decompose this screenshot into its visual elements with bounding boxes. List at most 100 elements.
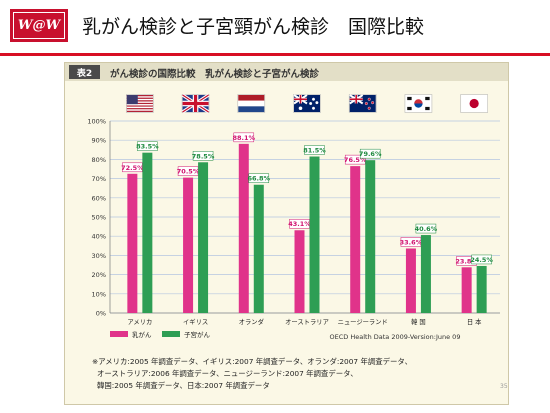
category-label: 韓 国 <box>411 317 426 326</box>
flag-part <box>126 102 153 105</box>
data-label: 24.5% <box>470 256 493 264</box>
data-label: 40.6% <box>415 225 438 233</box>
flag-part <box>425 96 430 101</box>
bar-breast <box>461 267 472 313</box>
bar-chart: 0% 10% 20% 30% 40% 50% 60% 70% 80% 90% 100% 72.5% 83… <box>87 93 500 390</box>
flag-star <box>311 97 315 101</box>
page-number: 35 <box>500 383 508 390</box>
legend-label: 乳がん <box>132 330 152 339</box>
nz-flag-icon <box>348 94 377 113</box>
flag-star <box>371 101 375 105</box>
bar-uterine <box>198 162 209 313</box>
bar-breast <box>183 177 194 313</box>
flag-star <box>364 102 368 106</box>
flag-border <box>237 94 266 113</box>
flag-border <box>460 94 488 113</box>
nl-flag-icon <box>237 94 266 113</box>
flag-star <box>311 106 315 110</box>
category-label: ニュージーランド <box>338 318 388 326</box>
flag-part <box>126 108 153 110</box>
bar-uterine <box>476 265 487 313</box>
flag-part <box>126 110 153 112</box>
us-flag-icon <box>126 94 154 113</box>
flag-star <box>315 101 319 105</box>
y-tick-label: 30% <box>92 252 106 260</box>
uk-flag-icon <box>181 93 210 114</box>
logo-text: W@W <box>13 12 65 39</box>
legend-label: 子宮がん <box>184 330 211 339</box>
flag-part <box>425 106 430 111</box>
flag-part <box>414 103 423 108</box>
flag-part <box>407 96 412 101</box>
y-tick-label: 70% <box>92 175 106 183</box>
flag-border <box>293 94 321 113</box>
flag-star <box>309 102 313 106</box>
y-tick-label: 90% <box>92 137 106 145</box>
data-label: 78.5% <box>192 152 215 160</box>
flag-part <box>238 106 265 112</box>
kr-flag-icon <box>404 94 433 113</box>
chart-panel: 表2 がん検診の国際比較 乳がん検診と子宮がん検診 0% 10% 20% 30% 40%… <box>64 62 509 405</box>
table-tag: 表2 <box>69 65 100 79</box>
flag-part <box>126 98 153 101</box>
legend-swatch <box>110 331 128 337</box>
panel-header: 表2 がん検診の国際比較 乳がん検診と子宮がん検診 <box>65 63 508 81</box>
category-label: アメリカ <box>127 318 152 326</box>
jp-flag-icon <box>460 94 488 113</box>
source-text: OECD Health Data 2009-Version:June 09 <box>330 333 461 341</box>
y-tick-label: 50% <box>92 214 106 222</box>
category-label: オーストラリア <box>285 318 329 326</box>
y-tick-label: 80% <box>92 156 106 164</box>
data-label-box <box>471 254 492 265</box>
y-tick-label: 40% <box>92 233 106 241</box>
data-label-box <box>304 145 325 155</box>
flag-part <box>126 97 153 99</box>
data-label: 43.1% <box>288 220 311 228</box>
flag-star <box>367 106 371 110</box>
bar-breast <box>405 248 416 313</box>
category-label: オランダ <box>239 317 265 326</box>
footnote-line: ※アメリカ:2005 年調査データ、イギリス:2007 年調査データ、オランダ:… <box>92 357 412 366</box>
y-tick-label: 60% <box>92 194 106 202</box>
y-tick-label: 0% <box>96 310 106 318</box>
title-divider <box>0 53 550 56</box>
data-label-box <box>359 148 381 159</box>
data-label: 23.8% <box>455 257 478 265</box>
data-label: 81.5% <box>303 147 326 155</box>
data-label: 72.5% <box>121 164 144 172</box>
panel-title: がん検診の国際比較 乳がん検診と子宮がん検診 <box>110 69 320 80</box>
flag-part <box>126 109 153 111</box>
category-label: イギリス <box>183 318 208 326</box>
flag-star <box>367 97 371 101</box>
data-label-box <box>233 132 255 143</box>
flag-star <box>298 106 303 111</box>
y-tick-label: 20% <box>92 271 106 279</box>
data-label: 83.5% <box>136 143 159 151</box>
footnote-line: オーストラリア:2006 年調査データ、ニュージーランド:2007 年調査データ… <box>97 369 358 378</box>
flag-part <box>349 98 363 101</box>
bar-uterine <box>365 160 376 313</box>
flag-part <box>238 100 265 107</box>
data-label: 88.1% <box>233 134 256 142</box>
flag-part <box>407 106 412 111</box>
bar-uterine <box>142 152 153 313</box>
bar-uterine <box>309 156 320 313</box>
flag-part <box>126 100 153 102</box>
data-label-box <box>344 154 366 165</box>
flag-border <box>126 94 154 113</box>
ww-logo: W@W <box>10 9 68 42</box>
y-tick-label: 100% <box>87 118 106 126</box>
flag-border <box>348 94 377 113</box>
y-tick-label: 10% <box>92 290 106 298</box>
data-label-box <box>192 151 214 161</box>
category-label: 日 本 <box>467 317 482 326</box>
flag-part <box>294 98 307 101</box>
slide-title: 乳がん検診と子宮頸がん検診 国際比較 <box>82 16 425 38</box>
data-label: 70.5% <box>177 168 200 176</box>
data-label: 79.6% <box>359 150 382 158</box>
bar-uterine <box>253 184 264 313</box>
footnote-line: 韓国:2005 年調査データ、日本:2007 年調査データ <box>97 381 270 390</box>
bar-breast <box>350 166 361 313</box>
data-label-box <box>415 223 437 234</box>
data-label: 33.6% <box>400 238 423 246</box>
